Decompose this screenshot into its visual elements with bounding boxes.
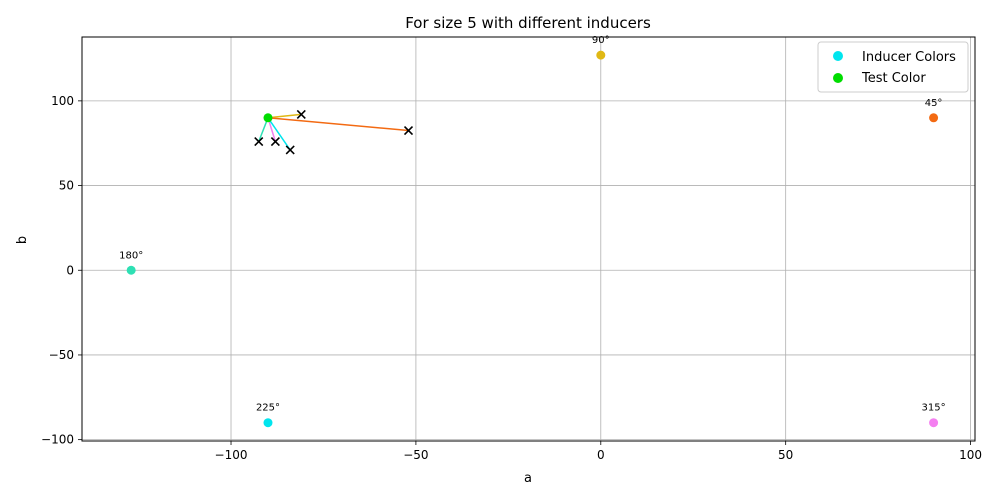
plot-area-frame	[81, 36, 976, 442]
test-color-point	[263, 113, 273, 123]
inducer-point	[126, 265, 136, 275]
legend-label-test-color: Test Color	[861, 71, 926, 86]
inducer-point	[263, 418, 273, 428]
shift-line	[267, 117, 409, 132]
x-tick-label: 100	[959, 448, 982, 462]
shift-line	[267, 117, 291, 151]
shift-marker	[403, 125, 414, 136]
inducer-angle-label: 90°	[592, 35, 610, 46]
inducer-angle-label: 180°	[119, 250, 143, 261]
shift-marker-stroke	[270, 136, 280, 147]
chart-title: For size 5 with different inducers	[405, 14, 651, 32]
y-tick-label: 0	[66, 263, 74, 277]
x-axis-label: a	[524, 471, 532, 486]
shift-marker	[254, 136, 264, 147]
legend: Inducer Colors Test Color	[817, 41, 969, 93]
x-tick-label: −100	[215, 448, 248, 462]
inducer-angle-label: 45°	[925, 98, 943, 109]
grid-lines	[82, 37, 975, 441]
inducer-angle-label: 315°	[922, 403, 946, 414]
shift-marker-stroke	[254, 136, 264, 147]
series-layer: 90° 45° 180° 225° 315°	[119, 35, 946, 428]
x-tick-label: −50	[403, 448, 428, 462]
shift-marker	[270, 136, 280, 147]
x-tick-label: 0	[597, 448, 605, 462]
legend-label-inducer-colors: Inducer Colors	[862, 50, 956, 65]
inducer-point	[929, 113, 939, 123]
y-tick-label: 100	[51, 94, 74, 108]
shift-marker-stroke	[403, 125, 414, 136]
y-tick-label: 50	[59, 179, 74, 193]
y-tick-label: −100	[41, 433, 74, 447]
shift-line	[267, 113, 302, 119]
shift-marker	[285, 145, 295, 155]
x-axis-ticks: −100 −50 0 50 100	[215, 441, 982, 462]
inducer-point	[596, 50, 606, 60]
legend-marker-inducer-colors	[833, 51, 843, 61]
legend-box	[817, 41, 969, 93]
x-tick-label: 50	[778, 448, 793, 462]
inducer-angle-label: 225°	[256, 403, 280, 414]
shift-marker	[296, 109, 306, 119]
legend-marker-test-color	[833, 73, 843, 83]
y-axis-ticks: −100 −50 0 50 100	[41, 94, 82, 447]
y-axis-label: b	[15, 236, 30, 244]
shift-marker-stroke	[285, 145, 295, 155]
shift-marker-stroke	[296, 109, 306, 119]
y-tick-label: −50	[49, 348, 74, 362]
inducer-point	[929, 418, 939, 428]
